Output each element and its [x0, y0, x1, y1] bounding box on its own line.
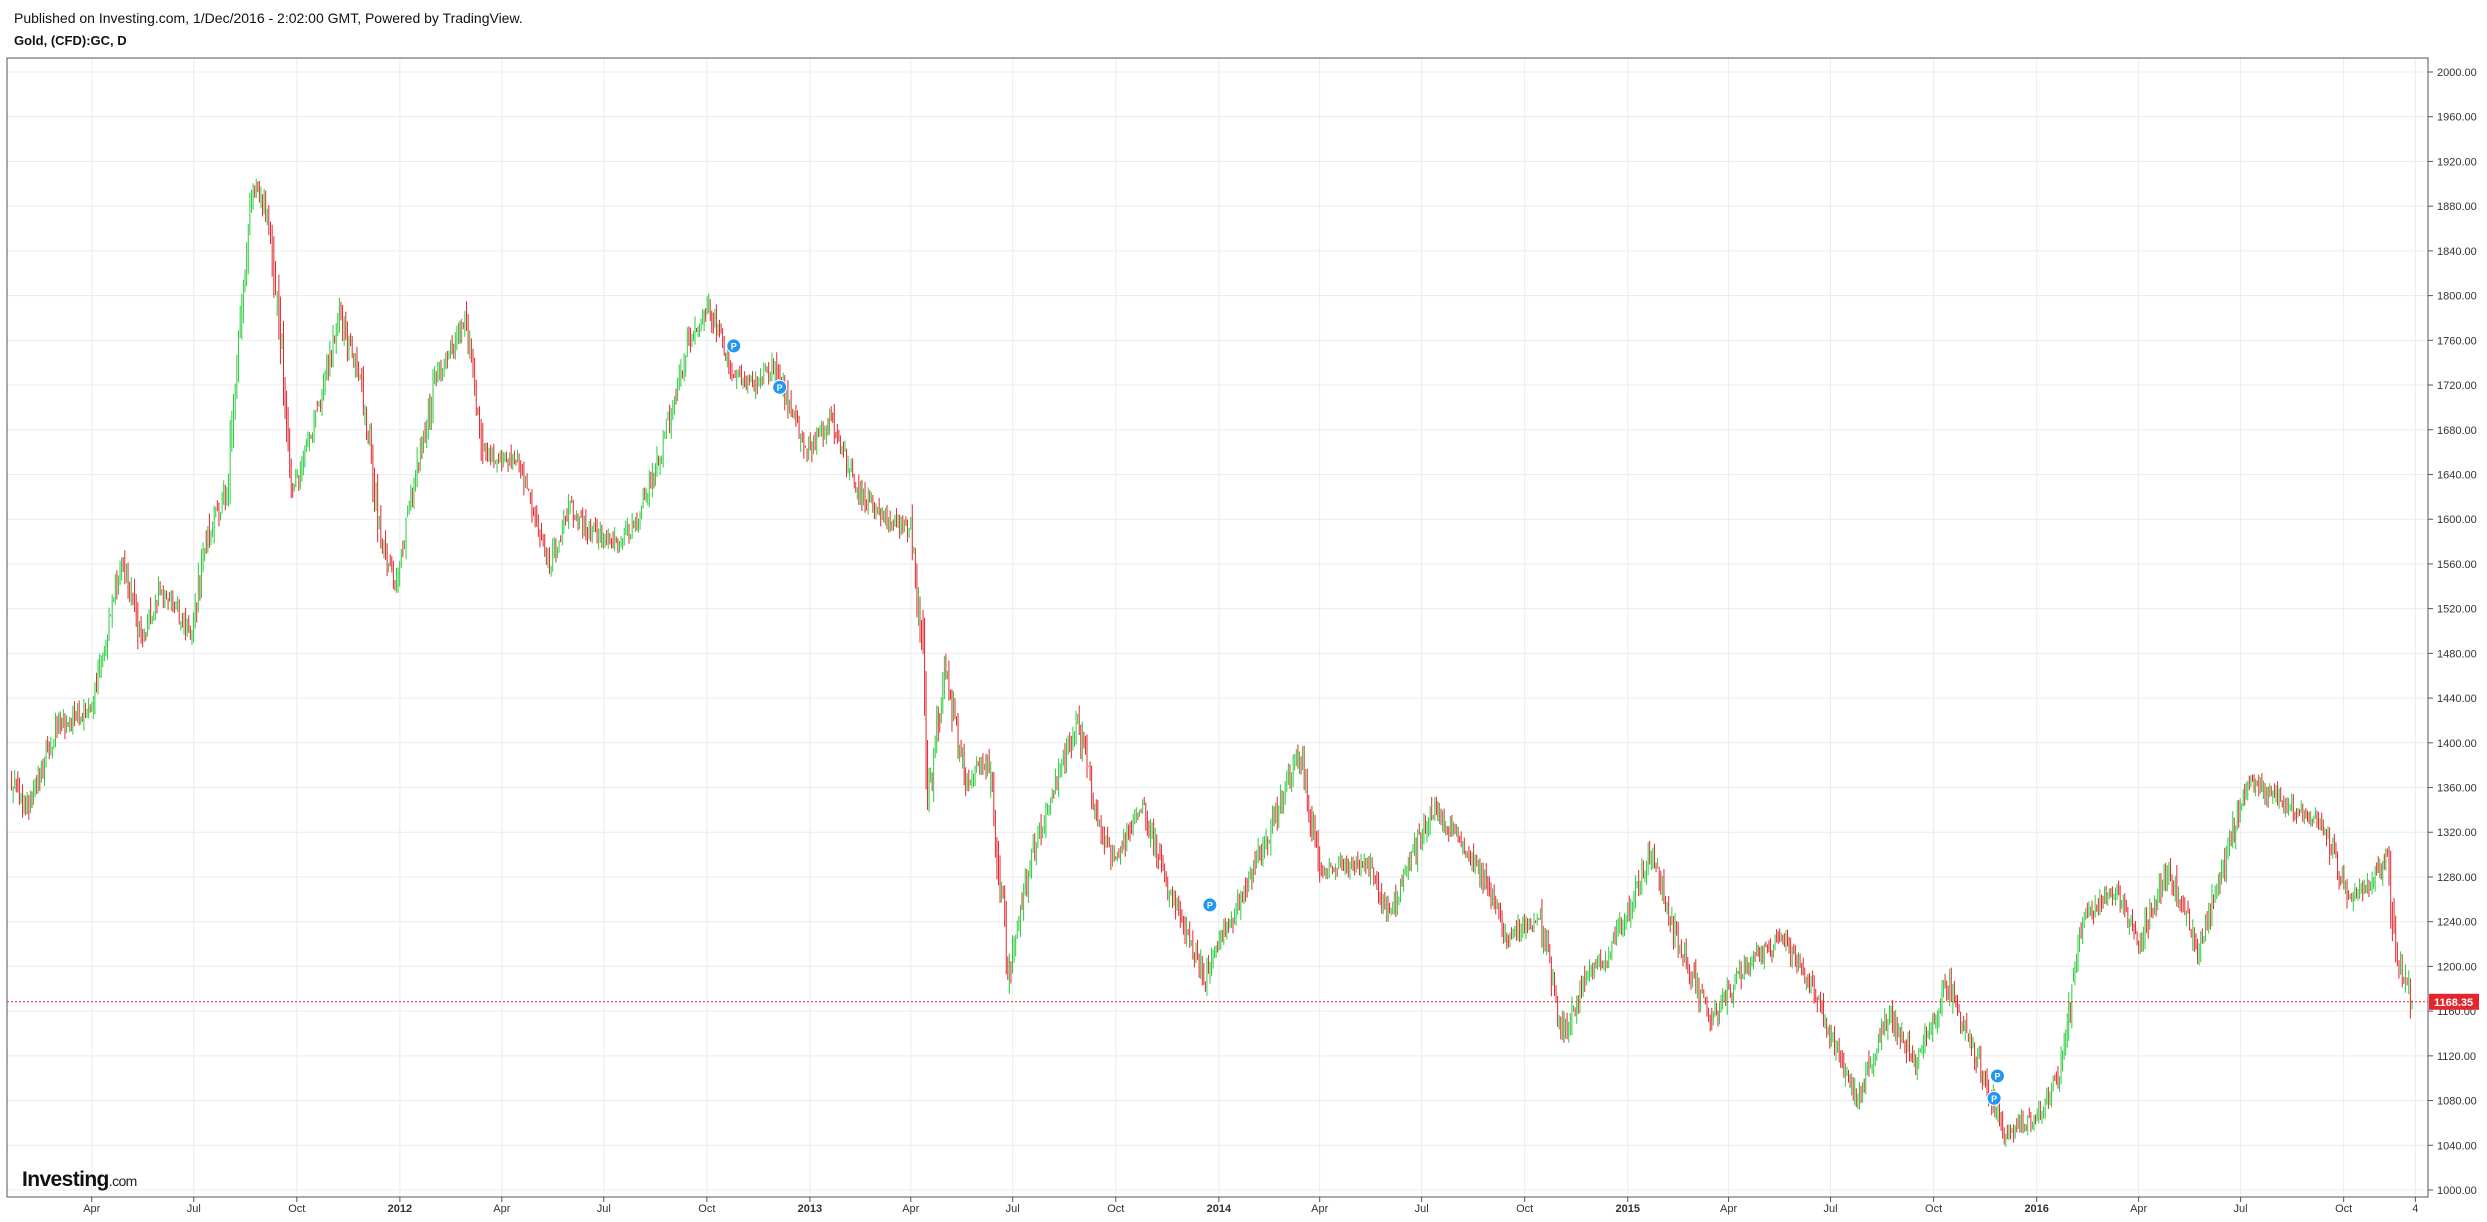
marker-label: P	[1991, 1094, 1997, 1104]
publication-marker[interactable]: P	[1986, 1090, 2002, 1106]
y-tick-label: 2000.00	[2437, 67, 2477, 79]
published-line: Published on Investing.com, 1/Dec/2016 -…	[14, 10, 523, 26]
x-tick-label: Apr	[493, 1203, 510, 1215]
y-tick-label: 1360.00	[2437, 783, 2477, 795]
grid	[7, 58, 2428, 1197]
y-tick-label: 1280.00	[2437, 872, 2477, 884]
x-tick-label: Apr	[83, 1203, 100, 1215]
marker-label: P	[1207, 900, 1213, 910]
x-tick-label: Jul	[187, 1203, 201, 1215]
markers: P P P P P	[726, 338, 2005, 1106]
y-tick-label: 1680.00	[2437, 425, 2477, 437]
x-tick-label: Oct	[1107, 1203, 1124, 1215]
x-tick-label: Apr	[1720, 1203, 1737, 1215]
y-tick-label: 1600.00	[2437, 514, 2477, 526]
x-tick-label: Oct	[1516, 1203, 1533, 1215]
y-tick-label: 1000.00	[2437, 1185, 2477, 1197]
candles	[11, 178, 2413, 1148]
publication-marker[interactable]: P	[1989, 1068, 2005, 1084]
investing-logo[interactable]: Investing.com	[22, 1168, 137, 1191]
x-tick-label: Apr	[1311, 1203, 1328, 1215]
x-tick-label: Apr	[902, 1203, 919, 1215]
x-tick-label: Jul	[597, 1203, 611, 1215]
y-tick-label: 1880.00	[2437, 201, 2477, 213]
y-tick-label: 1200.00	[2437, 961, 2477, 973]
x-tick-label: Oct	[698, 1203, 715, 1215]
marker-label: P	[731, 341, 737, 351]
y-tick-label: 1840.00	[2437, 246, 2477, 258]
x-tick-label: Jul	[1415, 1203, 1429, 1215]
y-tick-label: 1080.00	[2437, 1096, 2477, 1108]
publication-marker[interactable]: P	[772, 379, 788, 395]
x-tick-label: Oct	[1925, 1203, 1942, 1215]
current-price-label-bg	[2429, 993, 2479, 1010]
x-axis: Apr Jul Oct 2012 Apr Jul Oct 2013 Apr Jul Oct 2014 A…	[83, 1197, 2418, 1215]
x-tick-label: 2012	[388, 1203, 412, 1215]
current-price-label-text: 1168.35	[2434, 997, 2473, 1009]
y-tick-label: 1440.00	[2437, 693, 2477, 705]
y-tick-label: 1320.00	[2437, 827, 2477, 839]
y-tick-label: 1920.00	[2437, 156, 2477, 168]
y-tick-label: 1720.00	[2437, 380, 2477, 392]
x-tick-label: 2013	[798, 1203, 822, 1215]
y-tick-label: 1240.00	[2437, 917, 2477, 929]
y-axis: 2000.00 1960.00 1920.00 1880.00 1840.00 1800.…	[2428, 67, 2477, 1197]
x-tick-label: Oct	[2335, 1203, 2352, 1215]
y-tick-label: 1760.00	[2437, 335, 2477, 347]
y-tick-label: 1640.00	[2437, 469, 2477, 481]
x-tick-label: Oct	[288, 1203, 305, 1215]
marker-dot	[1989, 1068, 2005, 1084]
x-tick-label: Apr	[2130, 1203, 2147, 1215]
marker-dot	[772, 379, 788, 395]
marker-dot	[726, 338, 742, 354]
publication-marker[interactable]: P	[726, 338, 742, 354]
marker-label: P	[777, 383, 783, 393]
current-price-label: 1168.35	[2429, 993, 2479, 1010]
y-tick-label: 1800.00	[2437, 291, 2477, 303]
x-tick-label: Jul	[2234, 1203, 2248, 1215]
y-tick-label: 1560.00	[2437, 559, 2477, 571]
marker-dot	[1202, 897, 1218, 913]
x-tick-label: 2014	[1207, 1203, 1232, 1215]
logo-suffix: .com	[109, 1173, 137, 1189]
marker-label: P	[1994, 1071, 2000, 1081]
svg-text:Investing.com: Investing.com	[22, 1168, 137, 1191]
marker-dot	[1986, 1090, 2002, 1106]
y-tick-label: 1960.00	[2437, 112, 2477, 124]
publication-marker[interactable]: P	[1202, 897, 1218, 913]
x-tick-label: 2016	[2024, 1203, 2048, 1215]
x-tick-label: 2015	[1616, 1203, 1640, 1215]
plot-frame	[6, 57, 2429, 1198]
chart-symbol-title: Gold, (CFD):GC, D	[14, 33, 127, 48]
x-tick-label: Jul	[1006, 1203, 1020, 1215]
y-tick-label: 1120.00	[2437, 1051, 2476, 1063]
y-tick-label: 1480.00	[2437, 648, 2477, 660]
y-tick-label: 1520.00	[2437, 604, 2477, 616]
logo-main: Investing	[22, 1168, 109, 1191]
x-tick-label: Jul	[1824, 1203, 1838, 1215]
y-tick-label: 1400.00	[2437, 738, 2477, 750]
y-tick-label: 1040.00	[2437, 1140, 2477, 1152]
x-tick-label: 4	[2412, 1203, 2418, 1215]
